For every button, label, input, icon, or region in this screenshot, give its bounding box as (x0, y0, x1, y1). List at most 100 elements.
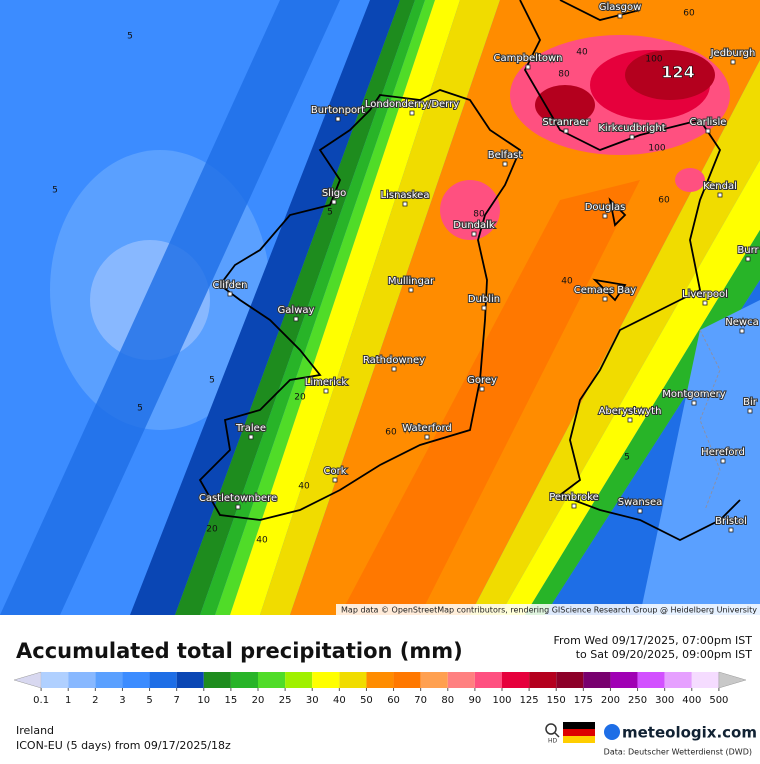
contour-label: 100 (645, 55, 662, 65)
contour-label: 40 (576, 48, 588, 58)
contour-label: 40 (298, 482, 310, 492)
model: ICON-EU (5 days) from 09/17/2025/18z (16, 739, 231, 752)
city-marker (525, 64, 531, 70)
city-label: Pembroke (549, 492, 599, 503)
city-label: Mullingar (388, 276, 435, 287)
city-label: Bir (743, 397, 758, 408)
legend-label: 300 (655, 695, 674, 706)
city-marker (728, 527, 734, 533)
contour-label: 100 (648, 144, 665, 154)
legend-label: 1 (65, 695, 71, 706)
legend-label: 90 (469, 695, 482, 706)
city-label: Jedburgh (710, 48, 756, 59)
contour-label: 20 (206, 525, 218, 535)
city-marker (747, 408, 753, 414)
legend-swatch (230, 672, 258, 688)
legend-swatch (447, 672, 475, 688)
city-label: Belfast (488, 150, 523, 161)
city-marker (563, 128, 569, 134)
map: Map data © OpenStreetMap contributors, r… (0, 0, 760, 615)
city-marker (323, 388, 329, 394)
legend-swatch (122, 672, 150, 688)
city-label: Waterford (402, 423, 451, 434)
legend-swatch (664, 672, 692, 688)
city-marker (571, 503, 577, 509)
legend-label: 3 (119, 695, 125, 706)
legend-swatch (41, 672, 69, 688)
legend-swatch (95, 672, 123, 688)
city-label: Cemaes Bay (574, 285, 637, 296)
legend-swatch (474, 672, 502, 688)
legend-swatch (502, 672, 530, 688)
legend-label: 70 (414, 695, 427, 706)
title: Accumulated total precipitation (mm) (16, 639, 463, 663)
city-label: Douglas (585, 202, 626, 213)
city-marker (629, 134, 635, 140)
period-from: From Wed 09/17/2025, 07:00pm IST (554, 634, 753, 647)
contour-label: 40 (561, 277, 573, 287)
city-label: Lisnaskea (381, 190, 430, 201)
contour-label: 60 (385, 428, 397, 438)
legend-label: 2 (92, 695, 98, 706)
legend-label: 5 (146, 695, 152, 706)
legend-swatch (176, 672, 204, 688)
city-marker (739, 328, 745, 334)
legend-label: 0.1 (33, 695, 49, 706)
city-label: Glasgow (599, 2, 642, 13)
legend-swatch (556, 672, 584, 688)
legend-swatch (68, 672, 96, 688)
city-marker (471, 231, 477, 237)
city-marker (691, 400, 697, 406)
city-marker (248, 434, 254, 440)
city-marker (745, 256, 751, 262)
legend-label: 15 (225, 695, 238, 706)
contour-label: 5 (127, 32, 133, 42)
city-label: Aberystwyth (599, 406, 662, 417)
city-marker (502, 161, 508, 167)
city-label: Limerick (305, 377, 348, 388)
brand[interactable]: meteologix.com (622, 724, 757, 742)
contour-label: 80 (473, 210, 485, 220)
city-label: Kendal (703, 181, 737, 192)
legend-swatch (393, 672, 421, 688)
city-marker (627, 417, 633, 423)
city-label: Newca (725, 317, 758, 328)
legend-swatch (258, 672, 286, 688)
legend-label: 25 (279, 695, 292, 706)
city-label: Gorey (467, 375, 497, 386)
city-marker (730, 59, 736, 65)
city-label: Clifden (213, 280, 248, 291)
legend-label: 10 (197, 695, 210, 706)
legend-label: 30 (306, 695, 319, 706)
legend-label: 7 (173, 695, 179, 706)
city-marker (481, 305, 487, 311)
city-label: Sligo (322, 188, 346, 199)
city-marker (424, 434, 430, 440)
city-marker (602, 213, 608, 219)
legend-label: 40 (333, 695, 346, 706)
legend-swatch (312, 672, 340, 688)
legend-swatch (610, 672, 638, 688)
legend: 0.1 1 2 3 5 7 10 15 20 25 30 40 50 60 70 80 90 100 125 150 1… (13, 671, 747, 706)
city-marker (705, 128, 711, 134)
city-marker (617, 13, 623, 19)
legend-label: 60 (387, 695, 400, 706)
city-marker (331, 199, 337, 205)
legend-swatch (13, 671, 42, 689)
contour-label: 60 (683, 9, 695, 19)
legend-swatch (691, 672, 719, 688)
legend-label: 200 (601, 695, 620, 706)
city-marker (717, 192, 723, 198)
city-label: Campbeltown (493, 53, 562, 64)
city-label: Carlisle (690, 117, 727, 128)
city-label: Kirkcudbright (598, 123, 665, 134)
legend-label: 100 (492, 695, 511, 706)
city-marker (293, 316, 299, 322)
legend-swatch (149, 672, 177, 688)
contour-label: 60 (658, 196, 670, 206)
period-to: to Sat 09/20/2025, 09:00pm IST (576, 648, 753, 661)
city-marker (391, 366, 397, 372)
attribution: Map data © OpenStreetMap contributors, r… (341, 606, 757, 615)
city-label: Stranraer (542, 117, 590, 128)
city-label: Galway (278, 305, 315, 316)
